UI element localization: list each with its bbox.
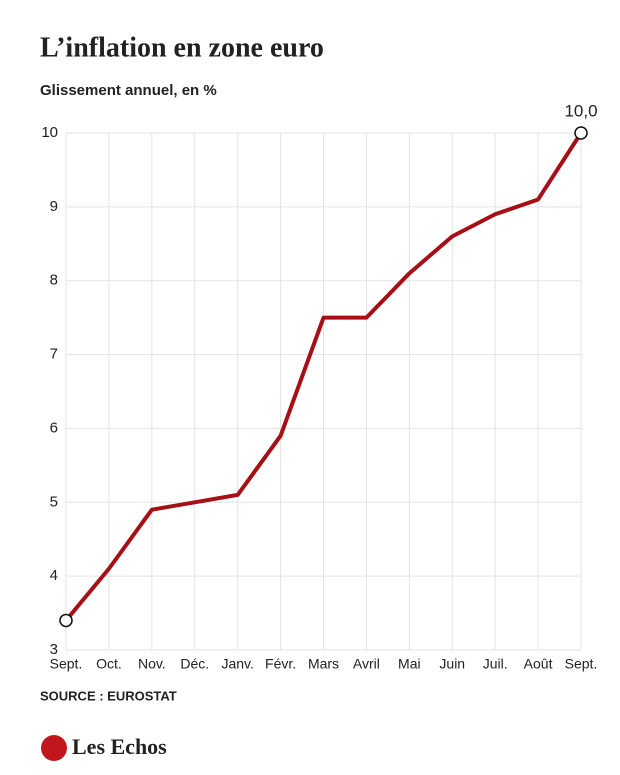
y-tick-label: 10 — [41, 124, 58, 141]
y-tick-label: 3 — [50, 641, 58, 658]
x-tick-label: Nov. — [138, 656, 166, 672]
chart-subtitle: Glissement annuel, en % — [40, 82, 217, 99]
point-marker — [574, 126, 588, 140]
x-tick-label: Août — [524, 656, 553, 672]
y-tick-label: 9 — [50, 198, 58, 215]
x-tick-label: Oct. — [96, 656, 122, 672]
value-label: 10,0 — [564, 101, 597, 120]
logo-icon — [41, 735, 67, 761]
point-marker — [59, 613, 73, 628]
x-tick-label: Janv. — [221, 656, 253, 672]
y-tick-label: 4 — [50, 567, 58, 584]
y-tick-label: 6 — [50, 419, 58, 436]
y-tick-label: 8 — [50, 272, 58, 289]
line — [64, 131, 583, 622]
x-tick-label: Mars — [308, 656, 339, 672]
source: SOURCE : EUROSTAT — [40, 688, 177, 703]
chart-title: L’inflation en zone euro — [40, 32, 324, 63]
x-tick-label: Févr. — [265, 656, 296, 672]
x-tick-label: Sept. — [565, 656, 598, 672]
x-tick-label: Juil. — [483, 656, 508, 672]
brand: Les Echos — [72, 734, 167, 759]
x-tick-label: Mai — [398, 656, 421, 672]
x-tick-label: Sept. — [50, 656, 83, 672]
x-tick-label: Déc. — [180, 656, 209, 672]
y-tick-label: 5 — [50, 493, 58, 510]
x-tick-label: Avril — [353, 656, 380, 672]
y-tick-label: 7 — [50, 346, 58, 363]
x-tick-label: Juin — [439, 656, 465, 672]
